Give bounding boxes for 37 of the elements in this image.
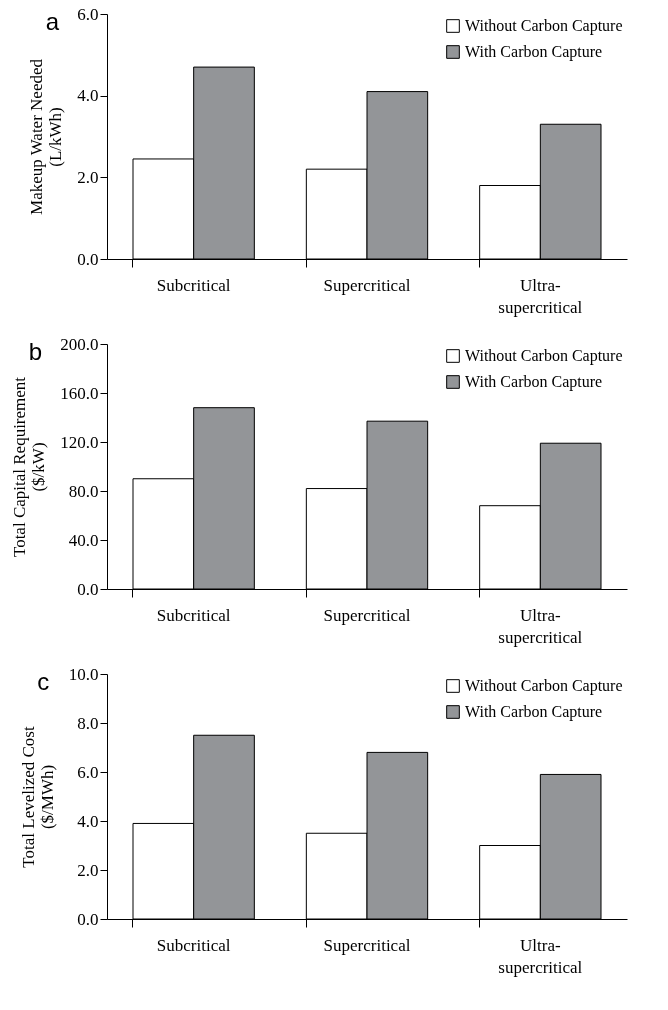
y-tick-label: 6.0 [77, 4, 99, 24]
y-tick-label: 4.0 [77, 811, 99, 831]
y-tick-label: 10.0 [68, 664, 99, 684]
chart-title: b [28, 338, 43, 365]
y-tick-label: 80.0 [68, 481, 99, 501]
y-axis-title: Total Levelized Cost ($/MWh) [18, 726, 57, 868]
x-tick-label: Ultra-supercritical [498, 935, 583, 977]
chart-title: a [45, 8, 60, 35]
y-tick-label: 0.0 [77, 579, 99, 599]
x-tick-label: Supercritical [323, 605, 411, 625]
x-tick-label: Subcritical [156, 275, 231, 295]
legend-label: Without Carbon Capture [465, 17, 623, 35]
y-tick-label: 2.0 [77, 860, 99, 880]
x-tick-label: Supercritical [323, 275, 411, 295]
x-tick-label: Ultra-supercritical [498, 275, 583, 317]
y-tick-label: 160.0 [60, 383, 99, 403]
y-tick-label: 0.0 [77, 249, 99, 269]
legend-label: Without Carbon Capture [465, 677, 623, 695]
x-tick-label: Subcritical [156, 935, 231, 955]
x-tick-label: Subcritical [156, 605, 231, 625]
x-tick-label: Ultra-supercritical [498, 605, 583, 647]
y-tick-label: 200.0 [60, 334, 99, 354]
y-tick-label: 4.0 [77, 86, 99, 106]
legend-label: With Carbon Capture [465, 43, 603, 61]
y-tick-label: 6.0 [77, 762, 99, 782]
y-tick-label: 120.0 [60, 432, 99, 452]
chart-title: c [37, 668, 50, 695]
y-tick-label: 40.0 [68, 530, 99, 550]
y-axis-title: Makeup Water Needed (L/kWh) [27, 58, 66, 215]
y-tick-label: 8.0 [77, 713, 99, 733]
y-tick-label: 2.0 [77, 167, 99, 187]
legend-label: With Carbon Capture [465, 703, 603, 721]
y-tick-label: 0.0 [77, 909, 99, 929]
x-tick-label: Supercritical [323, 935, 411, 955]
y-axis-title: Total Capital Requirement ($/kW) [10, 376, 49, 558]
legend-label: Without Carbon Capture [465, 347, 623, 365]
legend-label: With Carbon Capture [465, 373, 603, 391]
